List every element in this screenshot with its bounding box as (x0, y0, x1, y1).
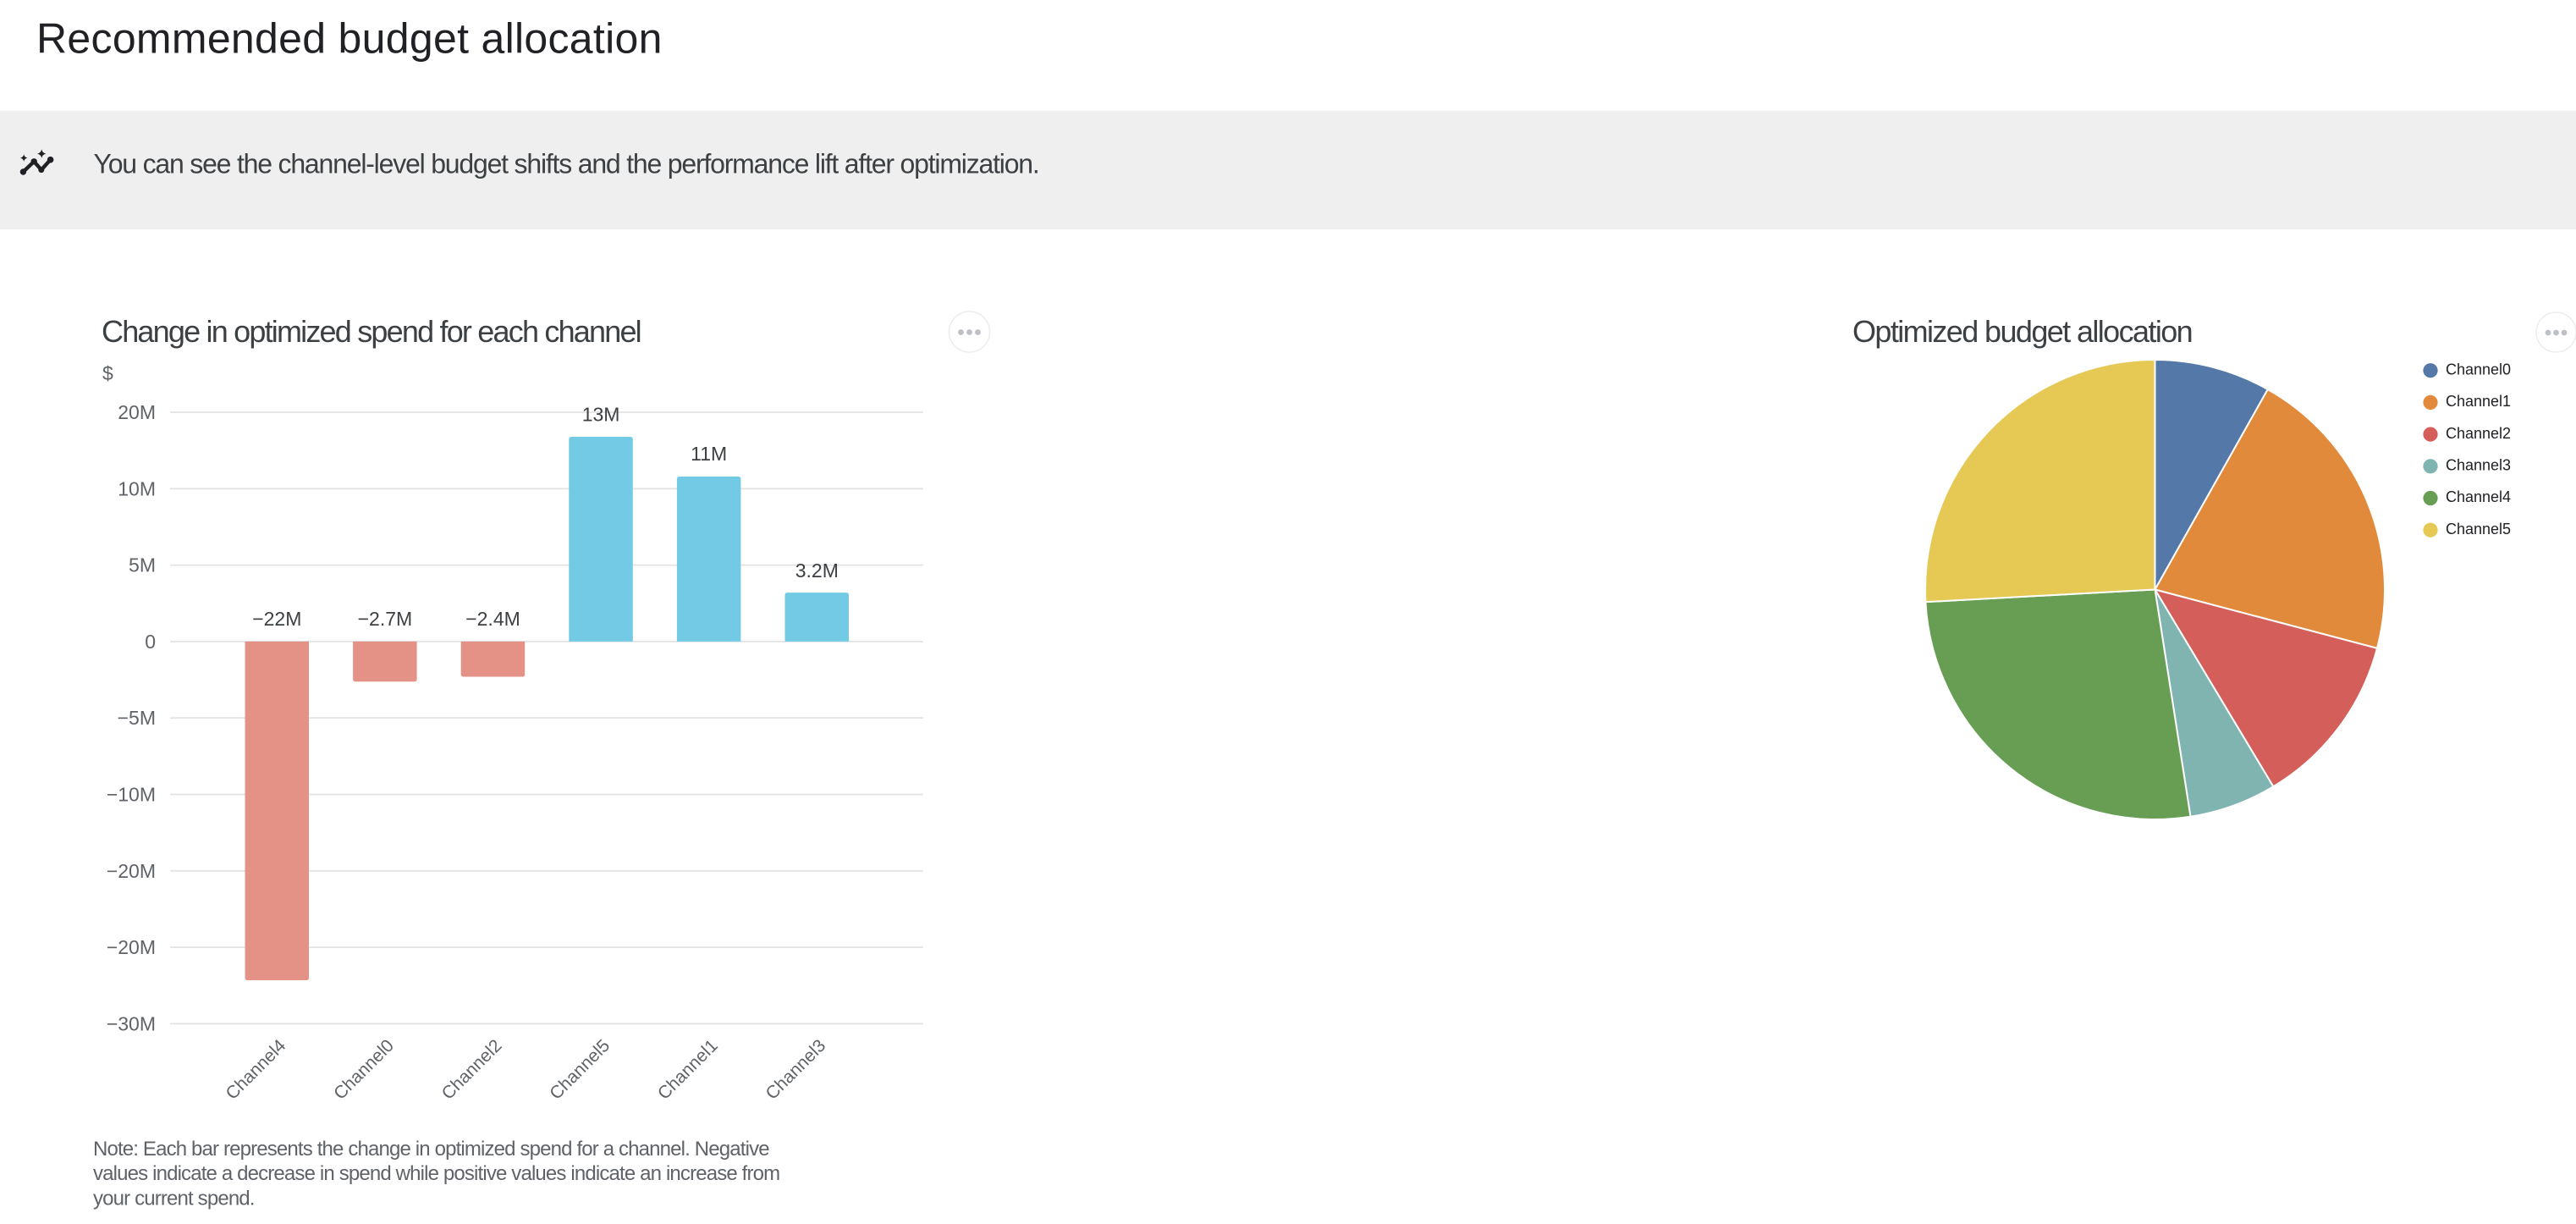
svg-text:20M: 20M (118, 401, 156, 423)
svg-text:Channel5: Channel5 (546, 1036, 614, 1104)
svg-text:−22M: −22M (252, 608, 301, 630)
svg-text:Channel2: Channel2 (438, 1036, 506, 1104)
svg-text:Channel3: Channel3 (762, 1036, 829, 1104)
svg-text:0: 0 (145, 631, 156, 653)
svg-text:Recommended budget allocation: Recommended budget allocation (36, 15, 663, 63)
svg-text:Channel3: Channel3 (2446, 457, 2511, 474)
svg-text:your current spend.: your current spend. (93, 1188, 255, 1210)
svg-text:values indicate a decrease in: values indicate a decrease in spend whil… (93, 1162, 779, 1185)
svg-text:−5M: −5M (118, 707, 156, 729)
svg-text:Channel4: Channel4 (222, 1036, 289, 1104)
svg-text:11M: 11M (691, 443, 727, 465)
svg-text:−2.7M: −2.7M (358, 608, 413, 630)
svg-text:−2.4M: −2.4M (465, 608, 520, 630)
svg-text:13M: 13M (582, 404, 620, 426)
svg-text:Channel2: Channel2 (2446, 425, 2511, 442)
svg-text:Channel5: Channel5 (2446, 521, 2511, 538)
svg-text:Channel0: Channel0 (2446, 361, 2511, 378)
svg-text:3.2M: 3.2M (795, 560, 839, 582)
svg-text:−30M: −30M (107, 1012, 156, 1034)
svg-text:−20M: −20M (107, 860, 156, 882)
svg-text:5M: 5M (129, 554, 156, 576)
svg-text:Note: Each bar represents the: Note: Each bar represents the change in … (93, 1138, 769, 1161)
svg-text:Channel1: Channel1 (2446, 393, 2511, 410)
svg-text:Channel1: Channel1 (654, 1036, 722, 1104)
svg-text:10M: 10M (118, 477, 156, 499)
svg-text:Channel0: Channel0 (330, 1036, 398, 1104)
svg-text:Channel4: Channel4 (2446, 488, 2511, 505)
svg-text:Optimized budget allocation: Optimized budget allocation (1852, 314, 2192, 349)
svg-text:Change in optimized spend for: Change in optimized spend for each chann… (102, 314, 641, 349)
svg-text:You can see the channel-level: You can see the channel-level budget shi… (94, 148, 1039, 179)
svg-text:−20M: −20M (107, 936, 156, 958)
svg-text:$: $ (102, 362, 113, 384)
svg-text:−10M: −10M (107, 784, 156, 806)
